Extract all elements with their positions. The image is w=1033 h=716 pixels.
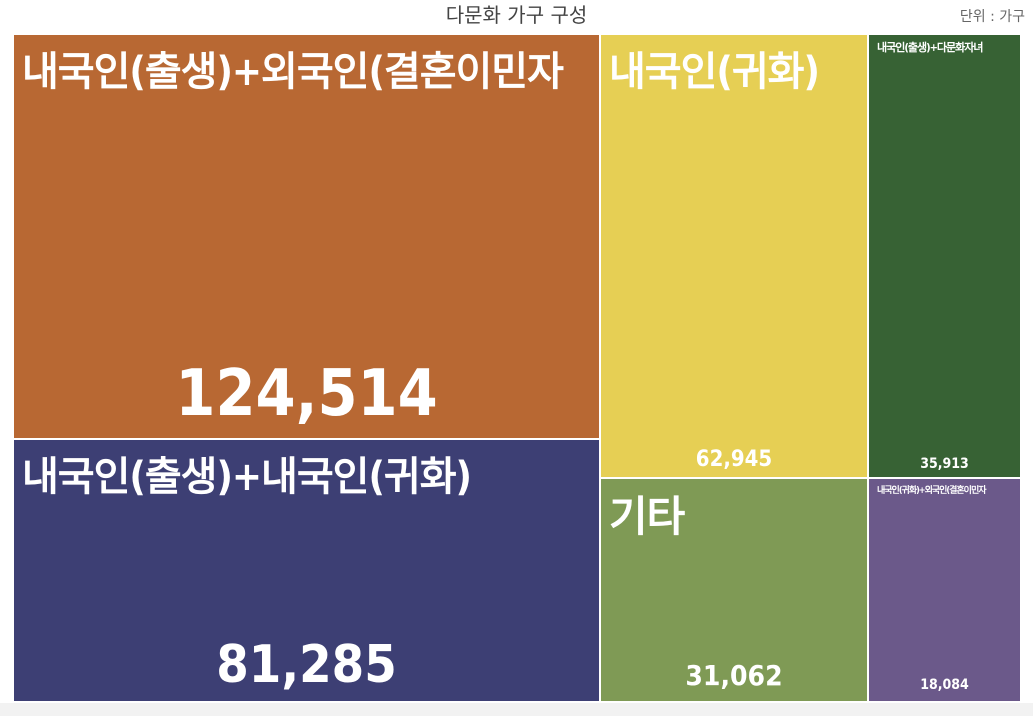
tile-value: 124,514	[175, 357, 438, 431]
tile-value: 35,913	[920, 456, 969, 472]
tile-label: 기타	[609, 492, 685, 541]
treemap-tile-birth-multicultural-child: 내국인(출생)+다문화자녀 35,913	[868, 34, 1021, 478]
tile-label: 내국인(귀화)+외국인(결혼이민자	[877, 486, 987, 496]
tile-value: 81,285	[216, 635, 397, 695]
tile-value: 18,084	[920, 677, 969, 693]
treemap-tile-birth-naturalized: 내국인(출생)+내국인(귀화) 81,285	[13, 439, 600, 702]
treemap-plot: 내국인(출생)+외국인(결혼이민자 124,514 내국인(출생)+내국인(귀화) 8…	[13, 34, 1021, 702]
chart-title: 다문화 가구 구성	[445, 3, 588, 27]
bottom-strip	[0, 703, 1033, 716]
treemap-tile-naturalized-marriage-immigrant: 내국인(귀화)+외국인(결혼이민자 18,084	[868, 478, 1021, 702]
unit-label: 단위 : 가구	[959, 9, 1025, 25]
tile-value: 62,945	[695, 447, 773, 472]
tile-value: 31,062	[685, 659, 783, 692]
tile-label: 내국인(출생)+외국인(결혼이민자	[22, 49, 564, 95]
tile-label: 내국인(출생)+내국인(귀화)	[22, 454, 472, 500]
treemap-tile-naturalized: 내국인(귀화) 62,945	[600, 34, 868, 478]
treemap-tile-other: 기타 31,062	[600, 478, 868, 702]
tile-label: 내국인(출생)+다문화자녀	[877, 41, 984, 54]
treemap-tile-birth-marriage-immigrant: 내국인(출생)+외국인(결혼이민자 124,514	[13, 34, 600, 439]
tile-label: 내국인(귀화)	[609, 49, 820, 95]
